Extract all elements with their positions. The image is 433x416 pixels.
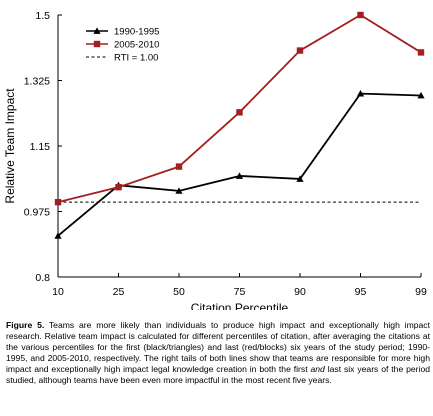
data-point-1990-1995-99: [417, 91, 425, 99]
data-point-2005-2010-99: [417, 49, 425, 56]
y-tick-label: 0.975: [24, 207, 50, 219]
y-axis-label: Relative Team Impact: [3, 88, 17, 204]
x-tick-label: 99: [415, 286, 427, 298]
legend-label-1990-1995: 1990-1995: [114, 27, 159, 38]
figure-caption: Figure 5. Teams are more likely than ind…: [6, 320, 430, 386]
caption-text-part1: Teams are more likely than individuals t…: [6, 320, 430, 374]
y-tick-label: 0.8: [35, 272, 50, 284]
data-point-1990-1995-90: [296, 175, 304, 182]
data-point-2005-2010-25: [115, 183, 122, 191]
y-tick-label: 1.15: [30, 141, 51, 153]
data-point-1990-1995-75: [235, 172, 244, 179]
caption-text-emphasis: and: [310, 364, 325, 374]
chart-area: 0.8 0.975 1.15 1.325 1.5 10 25 50 75 90 95 99 Citati…: [3, 10, 427, 310]
axes: 0.8 0.975 1.15 1.325 1.5 10 25 50 75 90 95 99 Citati…: [3, 10, 427, 310]
x-tick-label: 50: [173, 286, 185, 298]
y-tick-label: 1.325: [24, 76, 50, 88]
legend: 1990-1995 2005-2010 RTI = 1.00: [86, 27, 159, 64]
x-tick-label: 75: [234, 286, 246, 298]
y-tick-label: 1.5: [35, 10, 50, 22]
series-layer: [54, 11, 425, 239]
x-tick-label: 90: [294, 286, 306, 298]
legend-marker-2005-2010: [93, 40, 101, 48]
data-point-1990-1995-50: [175, 187, 183, 194]
legend-label-reference: RTI = 1.00: [114, 53, 158, 64]
data-point-2005-2010-95: [357, 11, 364, 19]
data-point-2005-2010-10: [54, 198, 62, 206]
x-tick-label: 95: [355, 286, 367, 298]
caption-text-part2: last six years of the period studied, al…: [6, 364, 430, 385]
x-tick-label: 10: [52, 286, 64, 298]
line-chart: 0.8 0.975 1.15 1.325 1.5 10 25 50 75 90 95 99 Citati…: [3, 10, 427, 310]
legend-marker-1990-1995: [93, 27, 101, 34]
data-point-2005-2010-50: [175, 163, 183, 170]
figure-label: Figure 5.: [6, 320, 45, 330]
x-tick-label: 25: [113, 286, 125, 298]
data-point-1990-1995-10: [54, 232, 62, 239]
x-axis-label: Citation Percentile: [191, 301, 289, 310]
data-point-2005-2010-75: [236, 109, 243, 116]
legend-label-2005-2010: 2005-2010: [114, 40, 159, 51]
data-point-1990-1995-95: [356, 90, 365, 97]
data-point-2005-2010-90: [296, 47, 304, 54]
